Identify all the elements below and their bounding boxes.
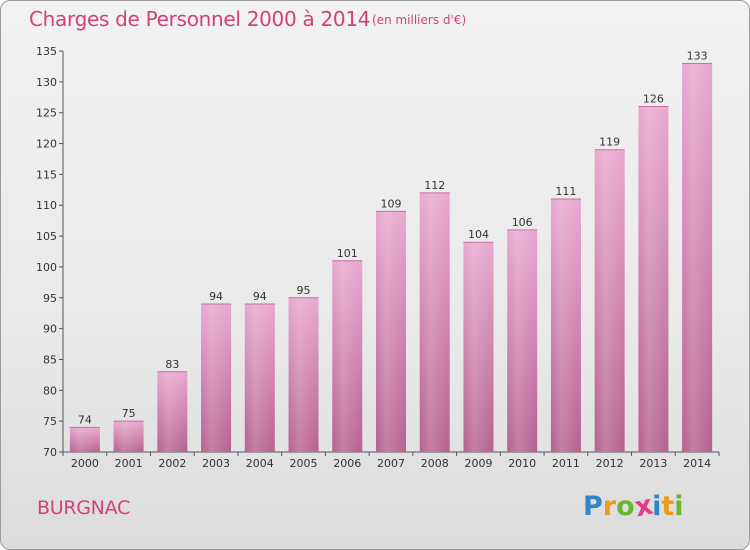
x-tick-label-2011: 2011	[552, 457, 580, 470]
value-label-2002: 83	[165, 358, 179, 371]
bar-shine-2013	[638, 106, 669, 453]
y-tick-label: 95	[43, 292, 57, 305]
x-tick-label-2002: 2002	[158, 457, 186, 470]
logo-letter: P	[583, 491, 603, 522]
bar-shine-2011	[550, 199, 581, 452]
logo-letter: i	[674, 491, 684, 522]
x-tick-label-2007: 2007	[377, 457, 405, 470]
y-tick-label: 110	[36, 199, 57, 212]
bar-shine-2004	[244, 303, 275, 452]
logo-letter: o	[616, 491, 635, 522]
value-label-2009: 104	[468, 228, 489, 241]
x-tick-label-2005: 2005	[290, 457, 318, 470]
y-tick-label: 75	[43, 415, 57, 428]
chart-axes: 70 75 80 85 90 95 100 105 110 115 120 125 130 135 2000…	[36, 45, 720, 470]
x-tick-label-2014: 2014	[683, 457, 711, 470]
y-tick-label: 120	[36, 138, 57, 151]
chart-title: Charges de Personnel 2000 à 2014	[29, 7, 371, 31]
bar-shine-2010	[507, 229, 538, 452]
value-label-2012: 119	[599, 136, 620, 149]
logo-letter: t	[661, 491, 675, 522]
value-label-2003: 94	[209, 290, 223, 303]
proxiti-logo[interactable]: Proxiti	[583, 490, 684, 524]
x-tick-label-2012: 2012	[596, 457, 624, 470]
logo-letter: r	[602, 491, 617, 522]
x-tick-label-2009: 2009	[464, 457, 492, 470]
value-label-2005: 95	[297, 284, 311, 297]
bar-shine-2012	[594, 149, 625, 452]
value-label-2010: 106	[512, 216, 533, 229]
bar-shine-2008	[419, 192, 450, 452]
y-tick-label: 100	[36, 261, 57, 274]
value-label-2000: 74	[78, 413, 92, 426]
bar-shine-2009	[463, 242, 494, 452]
x-tick-label-2010: 2010	[508, 457, 536, 470]
commune-name: BURGNAC	[37, 497, 130, 519]
bar-shine-2014	[682, 63, 713, 452]
chart-value-labels: 74 75 83 94 94 95 101 109 112 104 106 111 119 126 133	[78, 49, 708, 426]
bar-shine-2000	[69, 427, 100, 452]
logo-letter: i	[652, 491, 662, 522]
value-label-2014: 133	[687, 49, 708, 62]
y-tick-label: 125	[36, 107, 57, 120]
y-tick-label: 105	[36, 230, 57, 243]
value-label-2008: 112	[424, 179, 445, 192]
x-tick-label-2000: 2000	[71, 457, 99, 470]
chart-subtitle: (en milliers d'€)	[372, 13, 467, 27]
y-tick-label: 115	[36, 168, 57, 181]
y-tick-label: 130	[36, 76, 57, 89]
value-label-2004: 94	[253, 290, 267, 303]
value-label-2001: 75	[122, 407, 136, 420]
y-tick-label: 90	[43, 323, 57, 336]
y-tick-label: 135	[36, 45, 57, 58]
x-tick-label-2003: 2003	[202, 457, 230, 470]
bar-shine-2005	[288, 297, 319, 452]
x-tick-label-2008: 2008	[421, 457, 449, 470]
bar-shine-2003	[201, 303, 232, 452]
bar-shine-2002	[157, 371, 188, 452]
y-tick-label: 85	[43, 353, 57, 366]
y-tick-label: 70	[43, 446, 57, 459]
x-tick-label-2001: 2001	[115, 457, 143, 470]
x-tick-label-2013: 2013	[639, 457, 667, 470]
bar-shine-2007	[376, 211, 406, 452]
bar-shine-2001	[113, 421, 144, 452]
value-label-2006: 101	[337, 247, 358, 260]
bar-shine-2006	[332, 260, 363, 452]
y-tick-label: 80	[43, 384, 57, 397]
x-tick-label-2006: 2006	[333, 457, 361, 470]
value-label-2011: 111	[555, 185, 576, 198]
value-label-2013: 126	[643, 93, 664, 106]
value-label-2007: 109	[381, 197, 402, 210]
x-tick-label-2004: 2004	[246, 457, 274, 470]
chart-bars	[69, 62, 713, 453]
